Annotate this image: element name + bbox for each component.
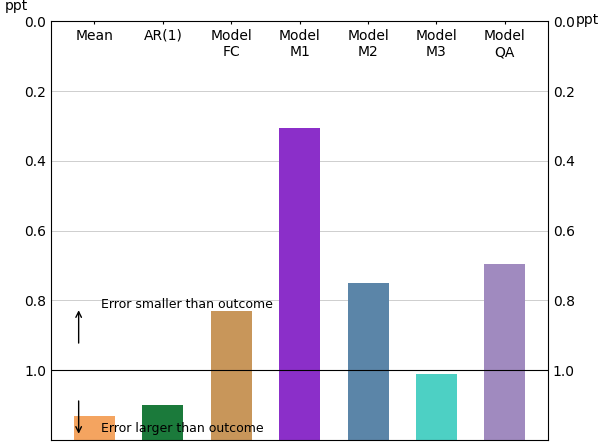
Bar (416, 374, 457, 440)
Bar (347, 283, 388, 440)
Text: Error smaller than outcome: Error smaller than outcome (101, 298, 273, 311)
Bar (74, 416, 115, 440)
Text: Error larger than outcome: Error larger than outcome (101, 422, 263, 435)
Y-axis label: ppt: ppt (576, 13, 599, 27)
Bar (143, 405, 184, 440)
Bar (211, 311, 252, 440)
Bar (484, 264, 525, 440)
Bar (279, 128, 320, 440)
Y-axis label: ppt: ppt (5, 0, 28, 13)
